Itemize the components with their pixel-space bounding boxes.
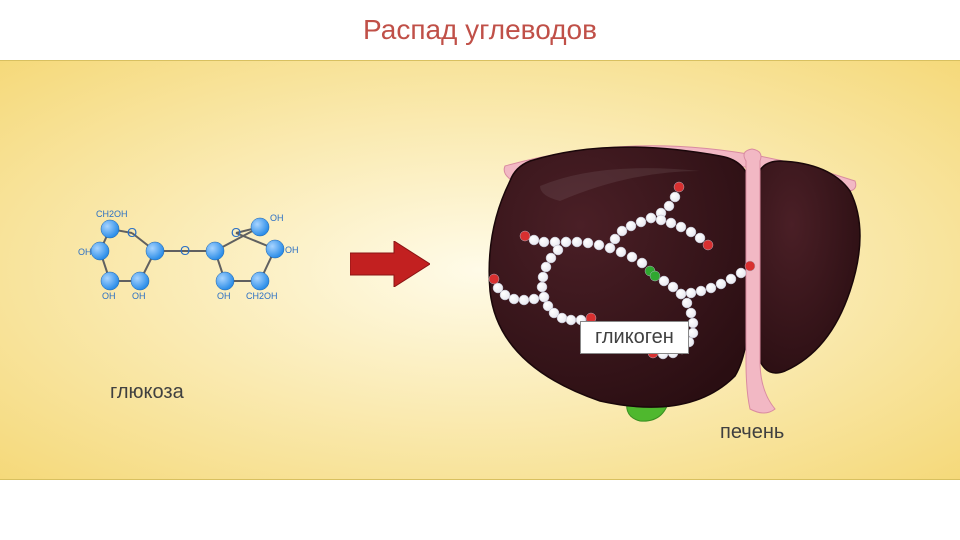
liver-organ bbox=[450, 91, 890, 431]
glucose-molecule: OH OH OH CH2OH O OH CH2OH OH OH O O bbox=[60, 181, 320, 341]
arrow-icon bbox=[350, 241, 430, 287]
title-bar: Распад углеводов bbox=[0, 0, 960, 60]
liver-label: печень bbox=[720, 421, 784, 444]
svg-text:OH: OH bbox=[132, 291, 146, 301]
glucose-svg: OH OH OH CH2OH O OH CH2OH OH OH O O bbox=[60, 181, 320, 341]
footer-area bbox=[0, 480, 960, 540]
page-title: Распад углеводов bbox=[363, 14, 597, 46]
svg-text:OH: OH bbox=[270, 213, 284, 223]
arrow-svg bbox=[350, 241, 430, 287]
svg-text:CH2OH: CH2OH bbox=[246, 291, 278, 301]
svg-text:OH: OH bbox=[102, 291, 116, 301]
glucose-label: глюкоза bbox=[110, 381, 184, 404]
svg-text:OH: OH bbox=[78, 247, 92, 257]
svg-text:OH: OH bbox=[285, 245, 299, 255]
liver-svg bbox=[450, 91, 890, 431]
svg-text:O: O bbox=[180, 243, 190, 258]
glycogen-label-box: гликоген bbox=[580, 321, 689, 354]
svg-text:OH: OH bbox=[217, 291, 231, 301]
svg-text:O: O bbox=[127, 225, 137, 240]
svg-text:O: O bbox=[231, 225, 241, 240]
svg-text:CH2OH: CH2OH bbox=[96, 209, 128, 219]
diagram-area: OH OH OH CH2OH O OH CH2OH OH OH O O глюкоза гликог… bbox=[0, 60, 960, 480]
